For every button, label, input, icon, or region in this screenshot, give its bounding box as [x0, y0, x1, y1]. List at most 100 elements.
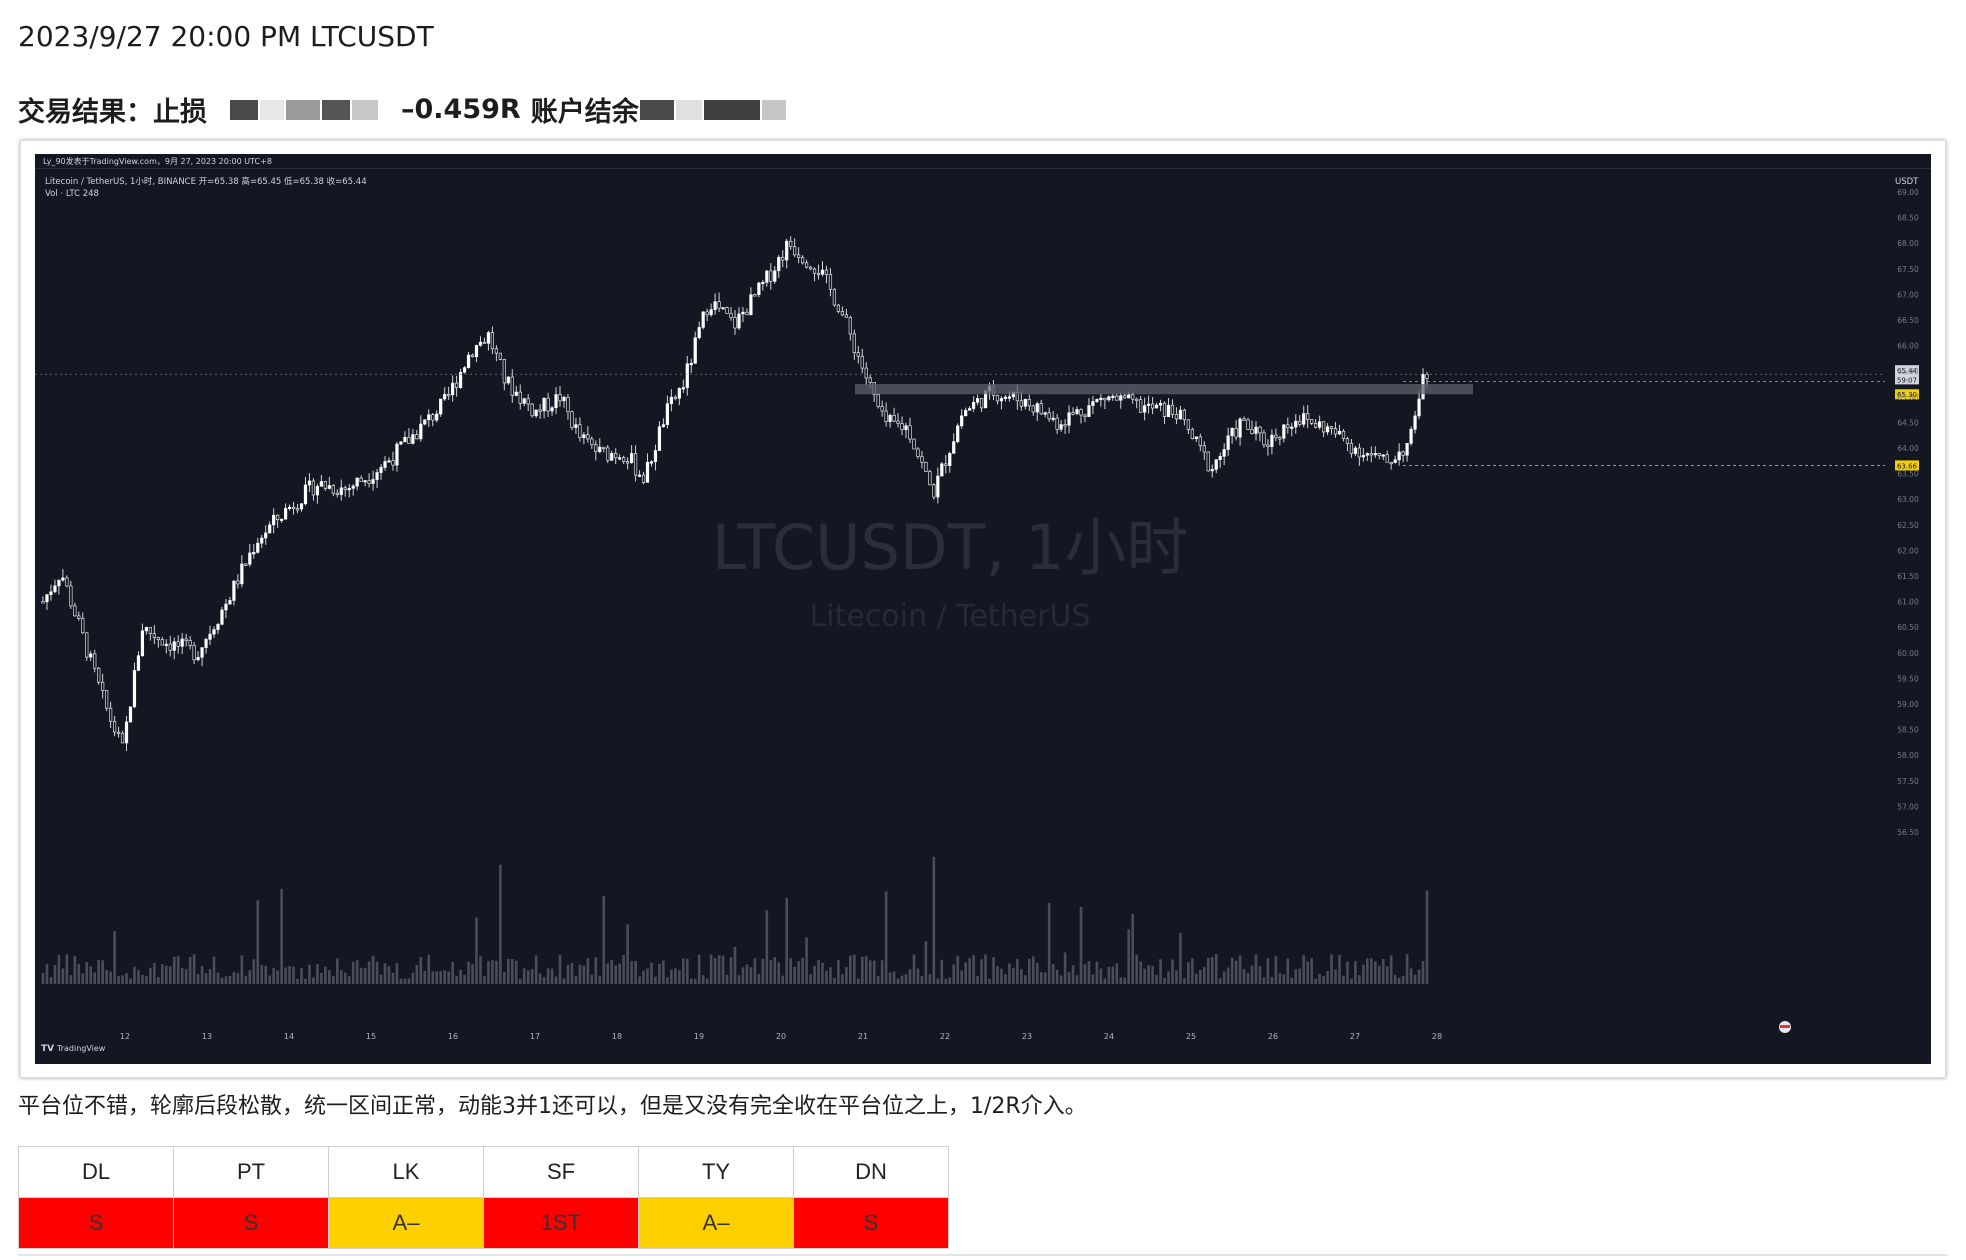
candle-body	[1198, 436, 1202, 447]
candle-body	[526, 398, 530, 405]
candle-body	[820, 269, 825, 275]
volume-bar	[1393, 974, 1397, 984]
candle-body	[287, 506, 292, 509]
candle-body	[1325, 426, 1330, 433]
volume-bar	[1079, 906, 1083, 984]
volume-bar	[415, 964, 419, 984]
candle-body	[633, 453, 638, 476]
volume-bar	[57, 954, 61, 984]
volume-bar	[781, 975, 785, 984]
volume-bar	[980, 959, 983, 984]
volume-bar	[451, 961, 454, 984]
candle-body	[645, 461, 650, 483]
candle-body	[689, 363, 693, 366]
candle-body	[65, 577, 69, 587]
volume-bar	[304, 978, 307, 984]
volume-bar	[1318, 973, 1321, 984]
candle-body	[1071, 412, 1075, 415]
volume-bar	[168, 966, 172, 984]
volume-bar	[646, 968, 649, 984]
volume-bar	[936, 978, 940, 984]
candle-body	[1425, 374, 1429, 379]
volume-bar	[240, 955, 244, 984]
volume-bar	[586, 958, 590, 984]
candle-body	[427, 414, 431, 421]
candle-body	[1226, 435, 1230, 450]
candle-body	[1178, 409, 1183, 420]
volume-bar	[196, 973, 200, 984]
candle-body	[685, 363, 689, 388]
volume-bar	[1095, 961, 1099, 984]
candle-body	[908, 425, 912, 440]
volume-bar	[765, 910, 769, 984]
candle-body	[188, 640, 192, 646]
volume-bar	[709, 954, 713, 984]
volume-bar	[896, 978, 900, 984]
volume-bar	[868, 960, 872, 984]
volume-bar	[423, 970, 427, 984]
candle-body	[868, 377, 872, 383]
volume-bar	[733, 946, 737, 984]
volume-bar	[411, 972, 415, 984]
candle-body	[1087, 405, 1091, 417]
volume-bar	[996, 966, 999, 984]
candle-body	[777, 256, 781, 272]
candle-body	[1405, 443, 1409, 456]
volume-bar	[813, 965, 816, 984]
candle-body	[1250, 429, 1254, 434]
volume-bar	[85, 961, 89, 984]
volume-bar	[610, 959, 614, 984]
entry-price-tag	[1895, 389, 1919, 400]
candle-body	[677, 388, 681, 399]
candle-body	[355, 477, 359, 487]
balance-label: 账户结余	[530, 97, 639, 128]
candle-body	[240, 563, 244, 585]
volume-bar	[1294, 969, 1298, 984]
candle-body	[323, 481, 327, 489]
candle-body	[478, 341, 483, 346]
volume-bar	[1377, 965, 1381, 984]
volume-bar	[332, 976, 335, 984]
candle-body	[327, 485, 331, 489]
volume-bar	[841, 974, 844, 984]
volume-bar	[908, 969, 912, 984]
candle-body	[1043, 412, 1047, 415]
volume-bar	[1234, 960, 1238, 984]
volume-bar	[785, 897, 789, 984]
volume-line: Vol · LTC 248	[45, 189, 99, 199]
candle-body	[1329, 426, 1334, 429]
volume-bar	[1195, 973, 1198, 984]
volume-bar	[972, 955, 975, 984]
candle-body	[391, 460, 395, 466]
candle-body	[506, 376, 510, 384]
volume-bar	[1254, 954, 1258, 984]
volume-bar	[940, 959, 944, 984]
volume-bar	[1071, 965, 1075, 984]
volume-bar	[510, 958, 514, 984]
candle-body	[653, 450, 658, 463]
volume-bar	[117, 975, 120, 984]
volume-bar	[1250, 965, 1254, 984]
candle-body	[451, 382, 455, 396]
volume-bar	[829, 967, 832, 984]
volume-bar	[725, 974, 729, 984]
candle-body	[264, 532, 268, 539]
candle-body	[347, 488, 351, 491]
candle-body	[824, 269, 829, 275]
candle-body	[276, 514, 280, 521]
volume-bar	[928, 973, 932, 984]
candle-body	[558, 394, 562, 402]
candle-body	[116, 731, 121, 734]
price-tick: 61.50	[1897, 572, 1919, 581]
volume-bar	[626, 924, 629, 984]
volume-bar	[1286, 958, 1290, 984]
candle-body	[120, 732, 125, 744]
volume-bar	[407, 978, 411, 984]
candle-body	[773, 270, 777, 282]
volume-bar	[944, 978, 948, 984]
author-line: Ly_90发表于TradingView.com，9月 27, 2023 20:0…	[43, 156, 272, 166]
candle-body	[1274, 434, 1278, 438]
volume-bar	[288, 965, 291, 984]
volume-bar	[777, 962, 781, 984]
candle-body	[1365, 453, 1369, 456]
